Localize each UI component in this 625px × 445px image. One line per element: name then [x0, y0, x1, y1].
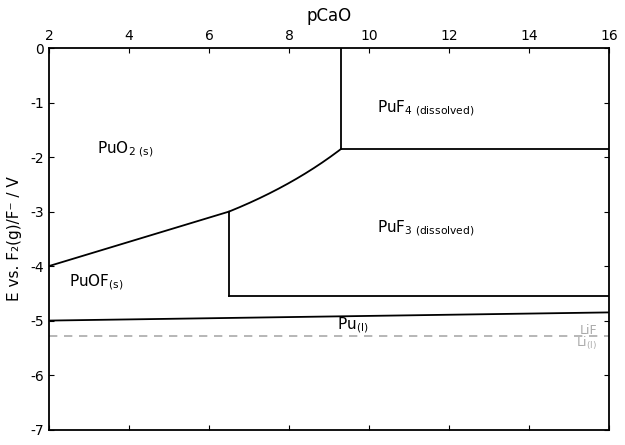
X-axis label: pCaO: pCaO: [306, 7, 352, 25]
Text: Li$_{\rm{(l)}}$: Li$_{\rm{(l)}}$: [576, 335, 597, 352]
Text: LiF: LiF: [579, 324, 597, 337]
Text: PuOF$_{\rm{(s)}}$: PuOF$_{\rm{(s)}}$: [69, 273, 124, 292]
Text: PuF$_{3\ \rm{(dissolved)}}$: PuF$_{3\ \rm{(dissolved)}}$: [377, 218, 474, 238]
Y-axis label: E vs. F₂(g)/F⁻ / V: E vs. F₂(g)/F⁻ / V: [7, 177, 22, 301]
Text: PuF$_{4\ \rm{(dissolved)}}$: PuF$_{4\ \rm{(dissolved)}}$: [377, 98, 474, 118]
Text: Pu$_{\rm{(l)}}$: Pu$_{\rm{(l)}}$: [337, 315, 369, 335]
Text: PuO$_{2\ \rm{(s)}}$: PuO$_{2\ \rm{(s)}}$: [97, 139, 153, 159]
